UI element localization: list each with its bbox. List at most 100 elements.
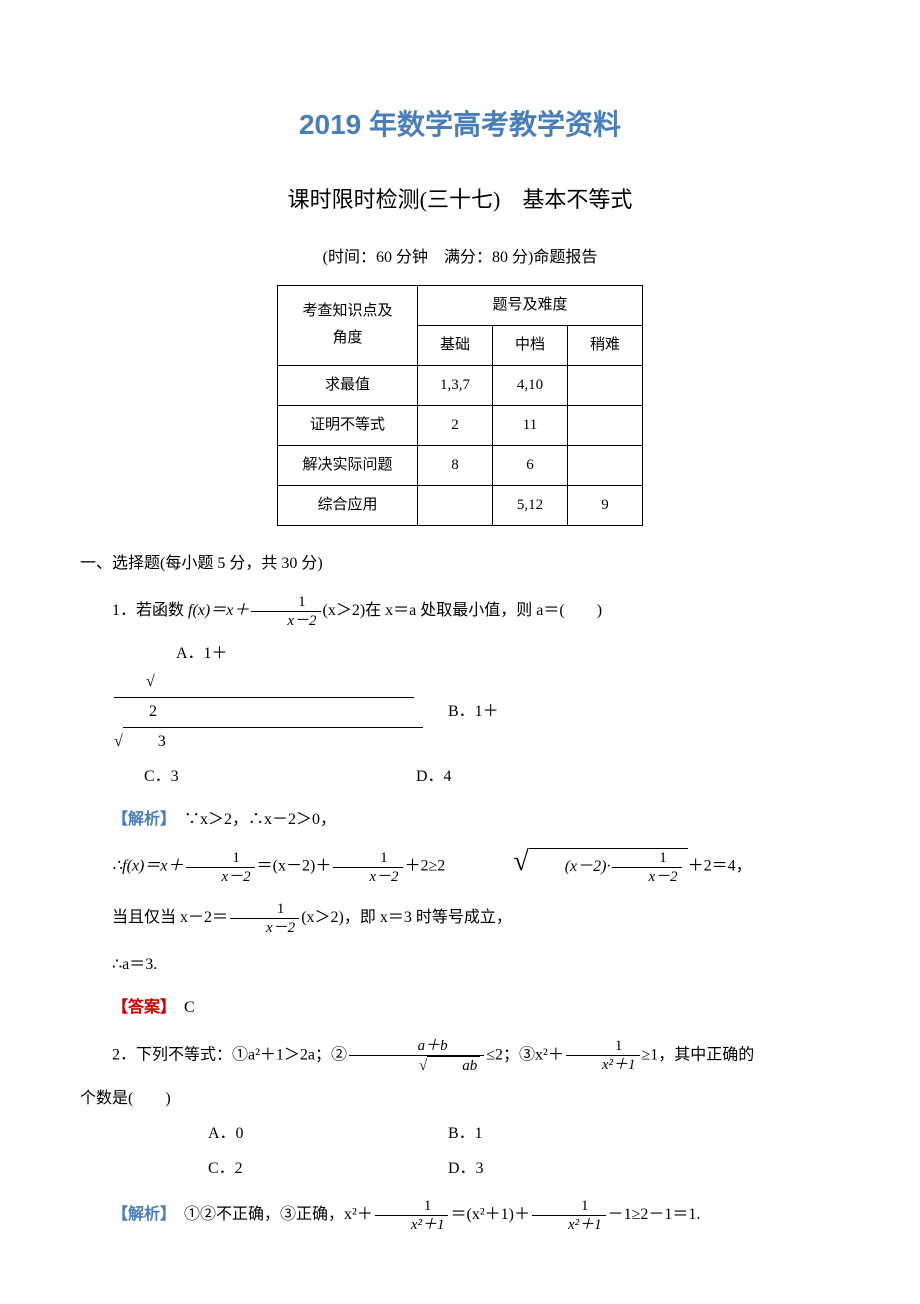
frac-num: 1 bbox=[532, 1197, 606, 1216]
analysis-label: 【解析】 bbox=[112, 1207, 168, 1224]
answer-value: C bbox=[168, 999, 195, 1016]
radicand: 3 bbox=[123, 727, 423, 757]
frac-den: x－2 bbox=[230, 919, 299, 937]
frac-den: x²＋1 bbox=[532, 1216, 606, 1234]
opt-c: C．3 bbox=[112, 763, 412, 792]
opt-a: A．1＋ bbox=[144, 640, 444, 669]
frac-den: x²＋1 bbox=[375, 1216, 449, 1234]
frac-num: 1 bbox=[230, 900, 299, 919]
q2-options-ab: A．0 B．1 bbox=[80, 1120, 840, 1149]
text: ＋2＝4， bbox=[688, 858, 752, 875]
col-hard: 稍难 bbox=[568, 325, 643, 365]
q1-options-cd: C．3 D．4 bbox=[80, 763, 840, 792]
q1-analysis-3: 当且仅当 x－2＝1x－2(x＞2)，即 x＝3 时等号成立， bbox=[80, 900, 840, 937]
sqrt-icon: ab bbox=[385, 1056, 480, 1075]
opt-d: D．3 bbox=[448, 1160, 484, 1177]
analysis-text-1: ①②不正确，③正确，x²＋ bbox=[168, 1207, 373, 1224]
opt-b: B．1 bbox=[448, 1125, 483, 1142]
cell-mid: 11 bbox=[492, 405, 567, 445]
opt-b: B．1＋ bbox=[416, 698, 716, 727]
col-group: 题号及难度 bbox=[417, 285, 642, 325]
cell-topic: 求最值 bbox=[277, 365, 417, 405]
frac: 1x²＋1 bbox=[532, 1197, 606, 1234]
sqrt-icon: 2 bbox=[112, 668, 414, 727]
q1-suffix: (x＞2)在 x＝a 处取最小值，则 a＝( ) bbox=[323, 602, 603, 619]
col-topic: 考查知识点及角度 bbox=[277, 285, 417, 365]
cell-mid: 4,10 bbox=[492, 365, 567, 405]
cell-basic bbox=[417, 485, 492, 525]
q2-analysis: 【解析】 ①②不正确，③正确，x²＋1x²＋1＝(x²＋1)＋1x²＋1－1≥2… bbox=[80, 1197, 840, 1234]
frac-den: x－2 bbox=[251, 612, 320, 630]
analysis-text: ∵x＞2，∴x－2＞0， bbox=[168, 811, 336, 828]
text: (x＞2)，即 x＝3 时等号成立， bbox=[301, 910, 512, 927]
frac-den: x²＋1 bbox=[566, 1056, 640, 1074]
text: ∴f(x)＝x＋ bbox=[112, 858, 184, 875]
text: ＋2≥2 bbox=[405, 858, 446, 875]
cell-topic: 证明不等式 bbox=[277, 405, 417, 445]
table-row: 综合应用 5,12 9 bbox=[277, 485, 642, 525]
col-basic: 基础 bbox=[417, 325, 492, 365]
test-title: 课时限时检测(三十七) 基本不等式 bbox=[80, 180, 840, 220]
sqrt-big-icon: √(x－2)·1x－2 bbox=[449, 848, 687, 886]
frac: 1x²＋1 bbox=[375, 1197, 449, 1234]
q1-analysis-1: 【解析】 ∵x＞2，∴x－2＞0， bbox=[80, 806, 840, 835]
cell-mid: 5,12 bbox=[492, 485, 567, 525]
frac-num: 1 bbox=[186, 849, 255, 868]
frac-den: x－2 bbox=[333, 868, 402, 886]
q2-text-2: ≤2；③x²＋ bbox=[486, 1047, 564, 1064]
q1-fx: f(x)＝x＋ bbox=[188, 602, 249, 619]
frac: 1x－2 bbox=[230, 900, 299, 937]
frac: 1x－2 bbox=[251, 593, 320, 630]
analysis-text-2: ＝(x²＋1)＋ bbox=[450, 1207, 529, 1224]
opt-a: A．0 bbox=[144, 1120, 444, 1149]
table-row: 求最值 1,3,7 4,10 bbox=[277, 365, 642, 405]
frac: 1x－2 bbox=[186, 849, 255, 886]
q1-stem: 1．若函数 f(x)＝x＋1x－2(x＞2)在 x＝a 处取最小值，则 a＝( … bbox=[80, 593, 840, 630]
frac-num: 1 bbox=[333, 849, 402, 868]
frac: 1x²＋1 bbox=[566, 1037, 640, 1074]
frac-den: ab bbox=[349, 1056, 484, 1075]
frac-num: 1 bbox=[566, 1037, 640, 1056]
q2-stem: 2．下列不等式：①a²＋1＞2a；②a＋bab ≤2；③x²＋1x²＋1≥1，其中… bbox=[80, 1037, 840, 1075]
table-row: 证明不等式 2 11 bbox=[277, 405, 642, 445]
cell-hard bbox=[568, 365, 643, 405]
cell-topic: 综合应用 bbox=[277, 485, 417, 525]
table-header-row: 考查知识点及角度 题号及难度 bbox=[277, 285, 642, 325]
q1-analysis-2: ∴f(x)＝x＋1x－2＝(x－2)＋1x－2＋2≥2 √(x－2)·1x－2＋… bbox=[80, 848, 840, 886]
section-heading: 一、选择题(每小题 5 分，共 30 分) bbox=[80, 550, 840, 579]
frac-den: x－2 bbox=[612, 868, 681, 886]
frac-den: x－2 bbox=[186, 868, 255, 886]
cell-basic: 2 bbox=[417, 405, 492, 445]
analysis-text-3: －1≥2－1＝1. bbox=[608, 1207, 701, 1224]
cell-hard bbox=[568, 445, 643, 485]
test-subtitle: (时间：60 分钟 满分：80 分)命题报告 bbox=[80, 244, 840, 273]
col-mid: 中档 bbox=[492, 325, 567, 365]
cell-basic: 1,3,7 bbox=[417, 365, 492, 405]
table-row: 解决实际问题 8 6 bbox=[277, 445, 642, 485]
radicand: ab bbox=[427, 1056, 480, 1075]
q2-text-3: ≥1，其中正确的 bbox=[642, 1047, 755, 1064]
q2-text-1: 2．下列不等式：①a²＋1＞2a；② bbox=[112, 1047, 347, 1064]
frac: 1x－2 bbox=[333, 849, 402, 886]
frac-num: 1 bbox=[251, 593, 320, 612]
q1-answer: 【答案】 C bbox=[80, 994, 840, 1023]
cell-mid: 6 bbox=[492, 445, 567, 485]
text: ＝(x－2)＋ bbox=[257, 858, 332, 875]
q2-stem-line2: 个数是( ) bbox=[80, 1085, 840, 1114]
text: 当且仅当 x－2＝ bbox=[112, 910, 228, 927]
cell-topic: 解决实际问题 bbox=[277, 445, 417, 485]
opt-c: C．2 bbox=[144, 1155, 444, 1184]
analysis-label: 【解析】 bbox=[112, 811, 168, 828]
cell-basic: 8 bbox=[417, 445, 492, 485]
q1-analysis-4: ∴a＝3. bbox=[80, 951, 840, 980]
topic-table: 考查知识点及角度 题号及难度 基础 中档 稍难 求最值 1,3,7 4,10 证… bbox=[277, 285, 643, 526]
frac-num: a＋b bbox=[349, 1037, 484, 1056]
q1-text: 1．若函数 bbox=[112, 602, 188, 619]
frac-num: 1 bbox=[375, 1197, 449, 1216]
page-title: 2019 年数学高考教学资料 bbox=[80, 100, 840, 150]
q1-options-ab: A．1＋2 B．1＋3 bbox=[80, 640, 840, 757]
q2-options-cd: C．2 D．3 bbox=[80, 1155, 840, 1184]
sqrt-icon: 3 bbox=[80, 727, 423, 757]
cell-hard: 9 bbox=[568, 485, 643, 525]
frac-num: 1 bbox=[612, 849, 681, 868]
